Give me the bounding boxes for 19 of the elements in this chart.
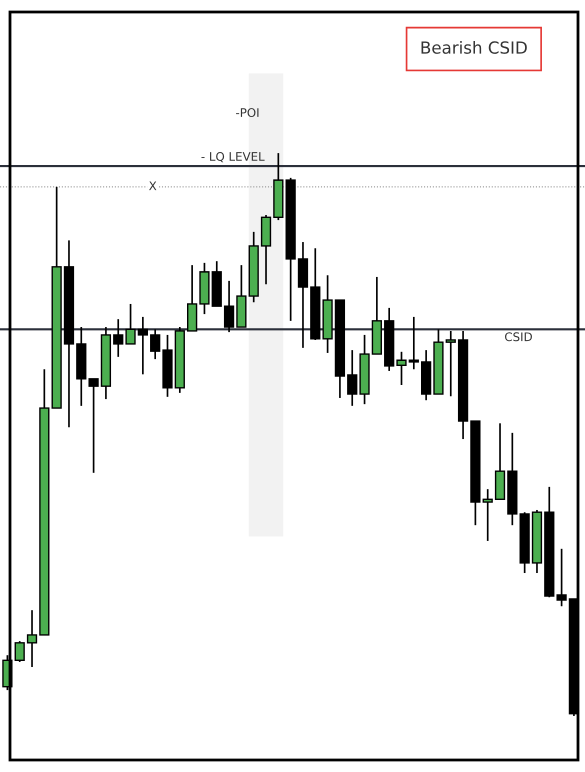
ref-line-label: CSID: [505, 332, 532, 342]
candlestick: [113, 318, 124, 358]
candlestick: [408, 316, 419, 370]
candlestick: [224, 280, 234, 333]
candlestick: [446, 330, 456, 398]
text: -POI: [236, 108, 258, 118]
chart-title: Bearish CSID: [422, 40, 527, 54]
candlestick: [125, 303, 136, 345]
candlestick: [26, 609, 38, 668]
candlestick: [482, 488, 493, 542]
candlestick: [14, 640, 25, 663]
candlestick: [88, 378, 99, 474]
candlestick: [556, 548, 567, 608]
candlestick: [396, 350, 407, 386]
candlestick: [150, 328, 160, 360]
candlestick: [138, 316, 148, 376]
candlestick: [347, 349, 358, 407]
ref-line-label: - LQ LEVEL: [201, 152, 265, 162]
ref-line-label: X: [149, 182, 156, 190]
